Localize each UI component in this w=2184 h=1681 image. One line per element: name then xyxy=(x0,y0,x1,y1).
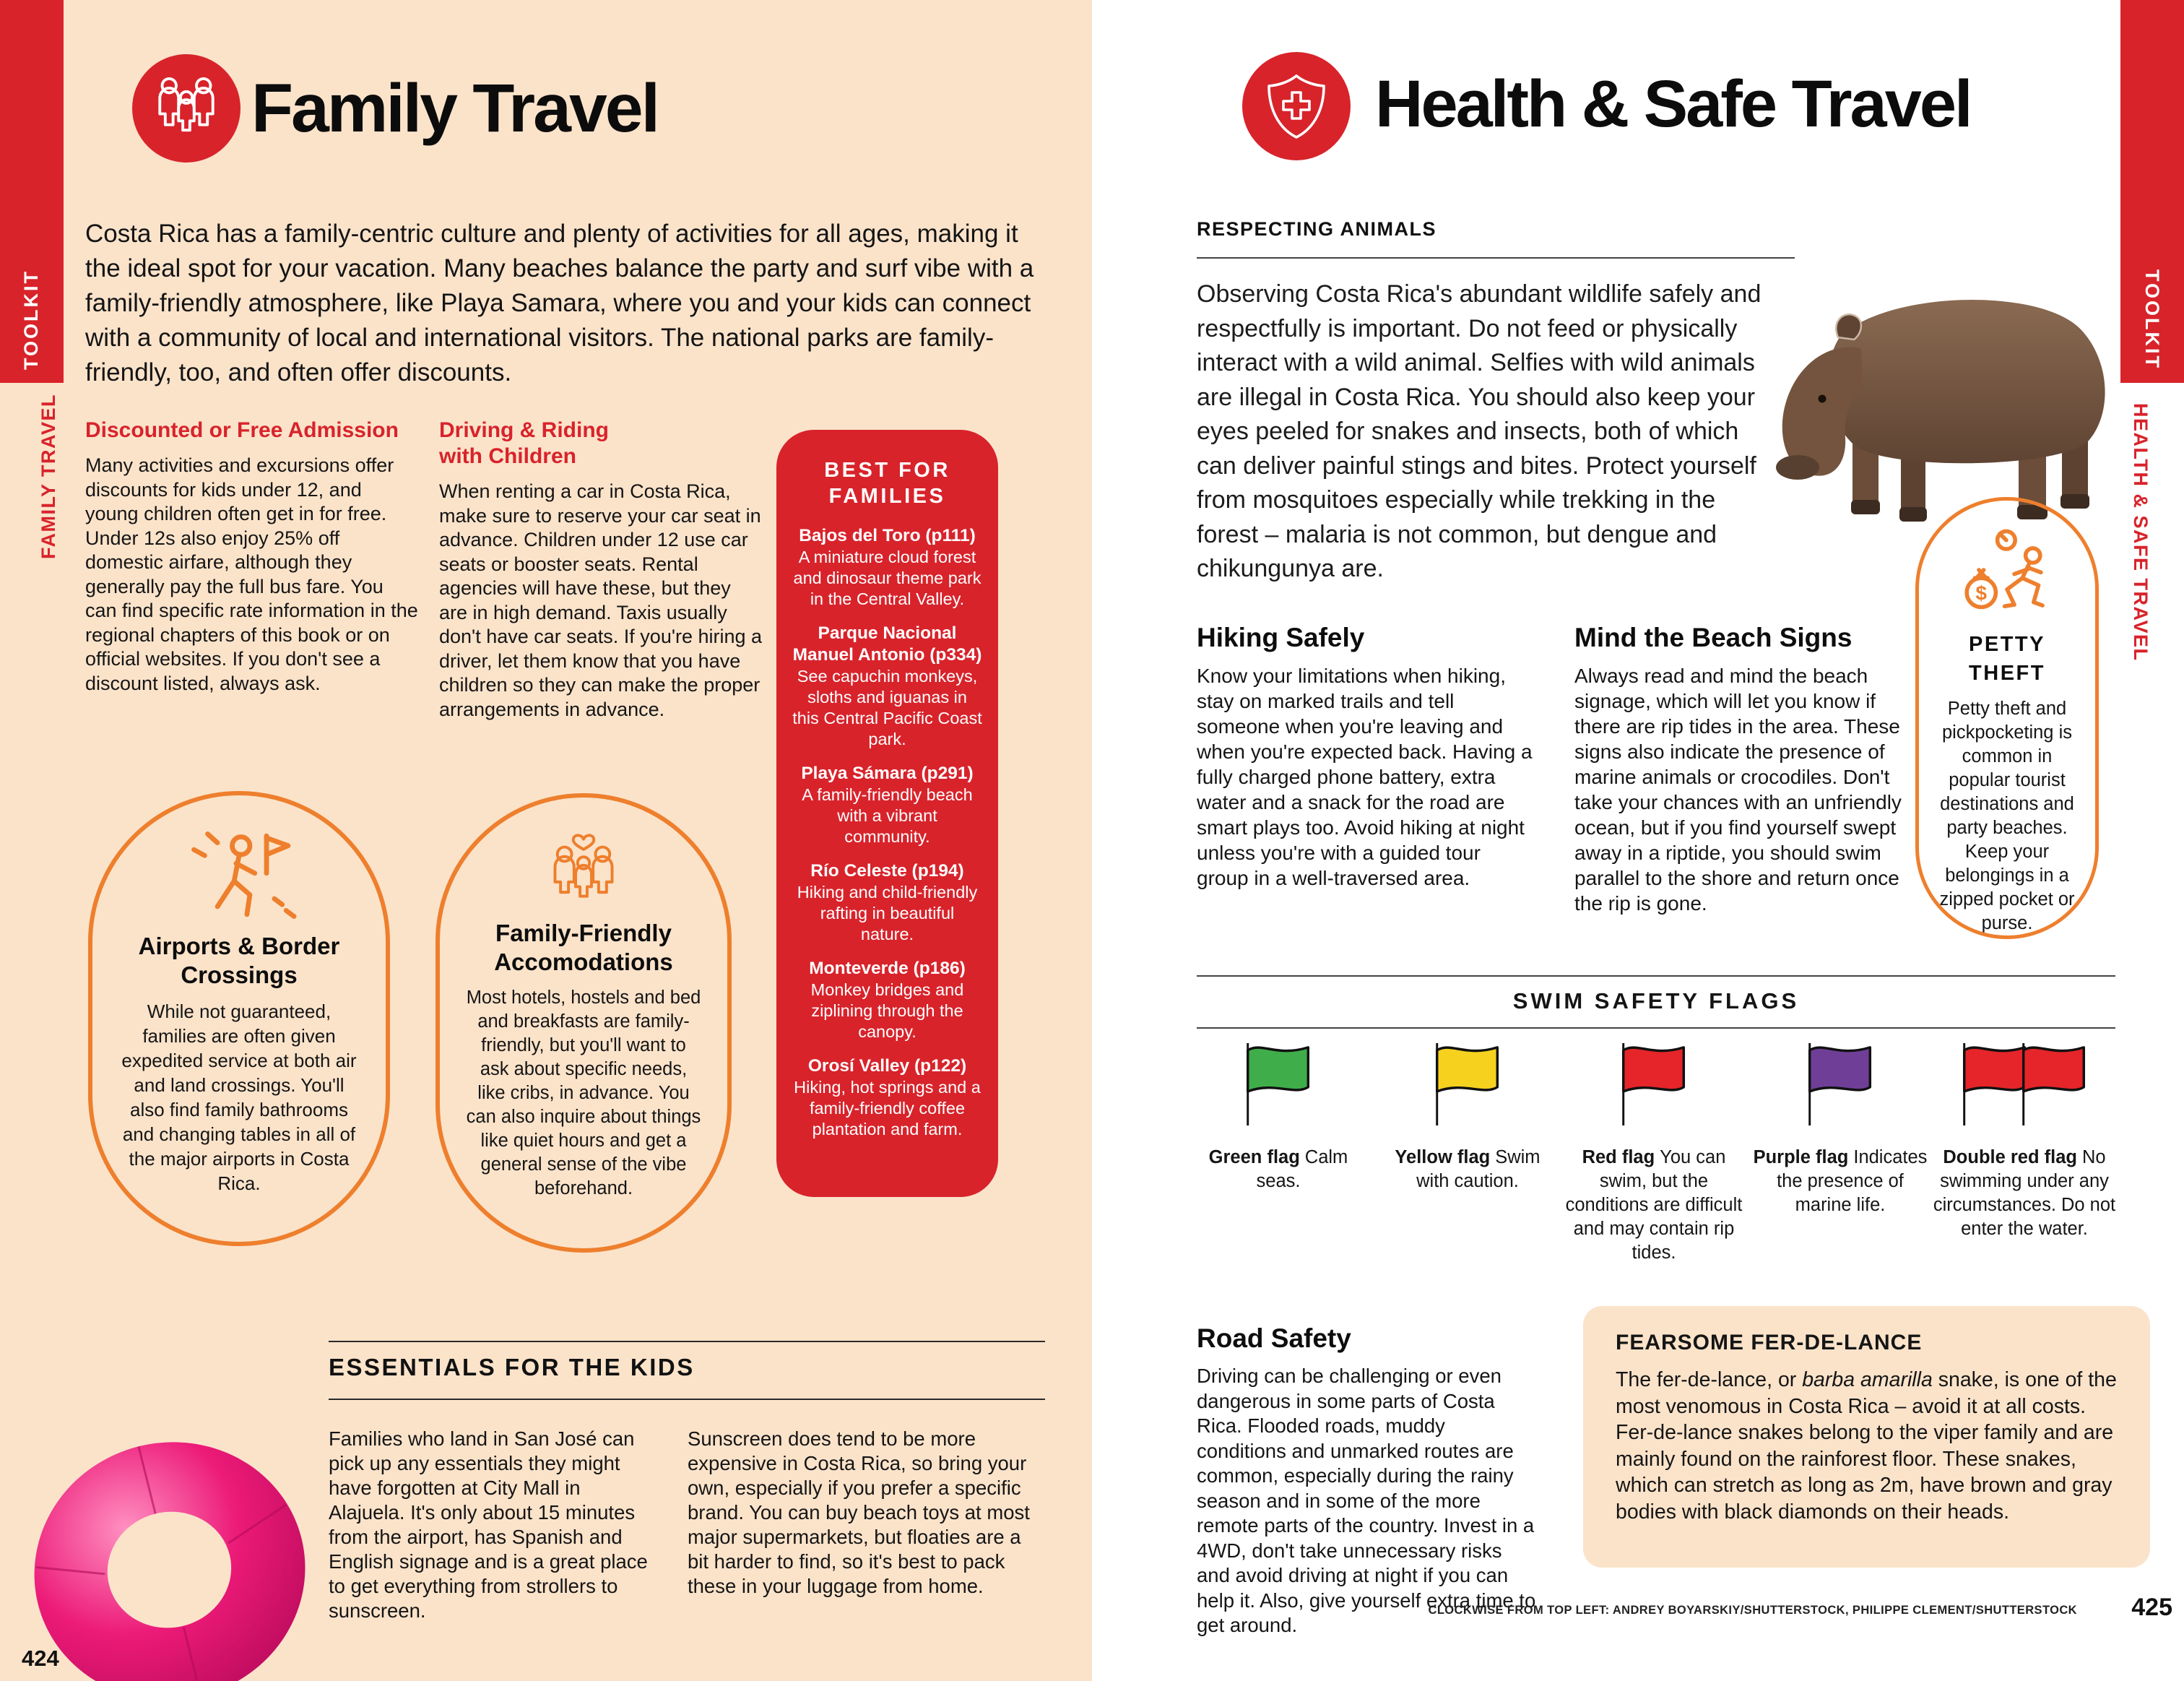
petty-theft-callout: $ PETTY THEFT Petty theft and pickpocket… xyxy=(1915,497,2099,939)
section-road-safety: Road Safety Driving can be challenging o… xyxy=(1197,1323,1538,1638)
family-icon-circle xyxy=(132,54,240,163)
swim-flags-rule-bottom xyxy=(1197,1027,2115,1029)
column-heading: Driving & Riding with Children xyxy=(439,418,609,468)
section-heading: Hiking Safely xyxy=(1197,623,1365,652)
page-health-safe-travel: TOOLKIT HEALTH & SAFE TRAVEL Health & Sa… xyxy=(1092,0,2184,1681)
section-heading: Mind the Beach Signs xyxy=(1574,623,1852,652)
swim-flags-rule-top xyxy=(1197,975,2115,977)
section-heading: Road Safety xyxy=(1197,1323,1351,1353)
swim-flag-green: Green flag Calm seas. xyxy=(1188,1042,1369,1193)
health-safe-spine-label: HEALTH & SAFE TRAVEL xyxy=(2130,403,2152,662)
essentials-rule-bottom xyxy=(329,1399,1045,1400)
callout-title: PETTY THEFT xyxy=(1969,633,2045,685)
callout-body: Most hotels, hostels and bed and breakfa… xyxy=(466,988,701,1198)
red-flag-icon xyxy=(1621,1042,1686,1126)
double-red-flag-icon xyxy=(1960,1042,2089,1127)
column-driving-riding: Driving & Riding with Children When rent… xyxy=(439,418,763,722)
essentials-col-2: Sunscreen does tend to be more expensive… xyxy=(688,1427,1030,1597)
column-heading: Discounted or Free Admission xyxy=(85,418,399,442)
callout-title: Family-Friendly Accomodations xyxy=(494,920,673,975)
panel-title: BEST FOR FAMILIES xyxy=(824,459,950,508)
purple-flag-icon xyxy=(1808,1042,1872,1126)
respecting-animals-heading: RESPECTING ANIMALS xyxy=(1197,218,1437,240)
yellow-flag-icon xyxy=(1435,1042,1499,1126)
green-flag-icon xyxy=(1246,1042,1310,1126)
list-item: Playa Sámara (p291) A family-friendly be… xyxy=(801,764,974,846)
family-accommodations-callout: Family-Friendly Accomodations Most hotel… xyxy=(436,793,732,1253)
medical-shield-icon xyxy=(1268,74,1325,139)
list-item: Monteverde (p186) Monkey bridges and zip… xyxy=(809,959,966,1041)
swim-flag-double-red: Double red flag No swimming under any cir… xyxy=(1931,1042,2118,1241)
list-item: Río Celeste (p194) Hiking and child-frie… xyxy=(797,861,978,943)
list-item: Orosí Valley (p122) Hiking, hot springs … xyxy=(794,1056,981,1138)
best-for-families-panel: BEST FOR FAMILIES Bajos del Toro (p111) … xyxy=(776,430,998,1197)
swim-flags-heading: SWIM SAFETY FLAGS xyxy=(1512,988,1800,1014)
photo-credit: CLOCKWISE FROM TOP LEFT: ANDREY BOYARSKI… xyxy=(1428,1604,2077,1617)
toolkit-spine-strip: TOOLKIT xyxy=(0,0,64,383)
section-beach-signs: Mind the Beach Signs Always read and min… xyxy=(1574,623,1908,916)
health-icon-circle xyxy=(1242,52,1351,160)
essentials-rule-top xyxy=(329,1341,1045,1342)
flag-caption: Green flag Calm seas. xyxy=(1208,1147,1348,1191)
fer-de-lance-box: FEARSOME FER-DE-LANCE The fer-de-lance, … xyxy=(1583,1306,2150,1568)
toolkit-spine-strip: TOOLKIT xyxy=(2120,0,2184,383)
toolkit-spine-label: TOOLKIT xyxy=(2141,269,2163,370)
column-discounted-admission: Discounted or Free Admission Many activi… xyxy=(85,418,419,696)
section-hiking-safely: Hiking Safely Know your limitations when… xyxy=(1197,623,1535,891)
essentials-col-1: Families who land in San José can pick u… xyxy=(329,1427,648,1622)
pink-pool-float-photo xyxy=(34,1442,306,1681)
list-item: Parque Nacional Manuel Antonio (p334) Se… xyxy=(792,623,982,748)
flag-caption: Red flag You can swim, but the conditions… xyxy=(1565,1147,1743,1263)
intro-paragraph: Costa Rica has a family-centric culture … xyxy=(85,220,1034,386)
box-body: The fer-de-lance, or barba amarilla snak… xyxy=(1616,1368,2117,1524)
column-body: When renting a car in Costa Rica, make s… xyxy=(439,480,763,720)
swim-flag-red: Red flag You can swim, but the conditions… xyxy=(1564,1042,1744,1265)
column-body: Many activities and excursions offer dis… xyxy=(85,454,418,694)
flag-caption: Double red flag No swimming under any cir… xyxy=(1933,1147,2116,1239)
essentials-heading: ESSENTIALS FOR THE KIDS xyxy=(329,1354,695,1380)
flag-caption: Purple flag Indicates the presence of mar… xyxy=(1753,1147,1928,1215)
tapir-photo xyxy=(1776,299,2105,522)
flag-caption: Yellow flag Swim with caution. xyxy=(1395,1147,1540,1191)
page-title: Family Travel xyxy=(251,70,660,147)
family-heart-icon xyxy=(553,834,614,898)
page-number: 425 xyxy=(2131,1594,2172,1621)
swim-flag-purple: Purple flag Indicates the presence of mar… xyxy=(1750,1042,1930,1217)
respecting-animals-body: Observing Costa Rica's abundant wildlife… xyxy=(1197,280,1762,582)
family-icon xyxy=(158,77,214,132)
svg-text:$: $ xyxy=(1976,582,1988,604)
callout-body: While not guaranteed, families are often… xyxy=(121,1001,357,1194)
section-body: Know your limitations when hiking, stay … xyxy=(1197,665,1533,889)
border-crossing-walker-icon xyxy=(191,831,297,919)
toolkit-spine-label: TOOLKIT xyxy=(20,269,42,370)
list-item: Bajos del Toro (p111) A miniature cloud … xyxy=(793,526,982,608)
airports-border-callout: Airports & Border Crossings While not gu… xyxy=(88,791,390,1246)
callout-body: Petty theft and pickpocketing is common … xyxy=(1939,699,2075,933)
family-travel-spine-label: FAMILY TRAVEL xyxy=(38,394,59,560)
page-family-travel: TOOLKIT FAMILY TRAVEL Family Travel Cost… xyxy=(0,0,1092,1681)
page-title: Health & Safe Travel xyxy=(1375,67,1973,141)
pickpocket-thief-icon: $ xyxy=(1964,529,2045,610)
box-heading: FEARSOME FER-DE-LANCE xyxy=(1616,1331,1923,1354)
section-body: Always read and mind the beach signage, … xyxy=(1574,665,1902,915)
section-body: Driving can be challenging or even dange… xyxy=(1197,1365,1536,1636)
page-number: 424 xyxy=(22,1646,59,1671)
respecting-rule xyxy=(1197,257,1795,259)
callout-title: Airports & Border Crossings xyxy=(138,933,340,988)
swim-flag-yellow: Yellow flag Swim with caution. xyxy=(1377,1042,1558,1193)
